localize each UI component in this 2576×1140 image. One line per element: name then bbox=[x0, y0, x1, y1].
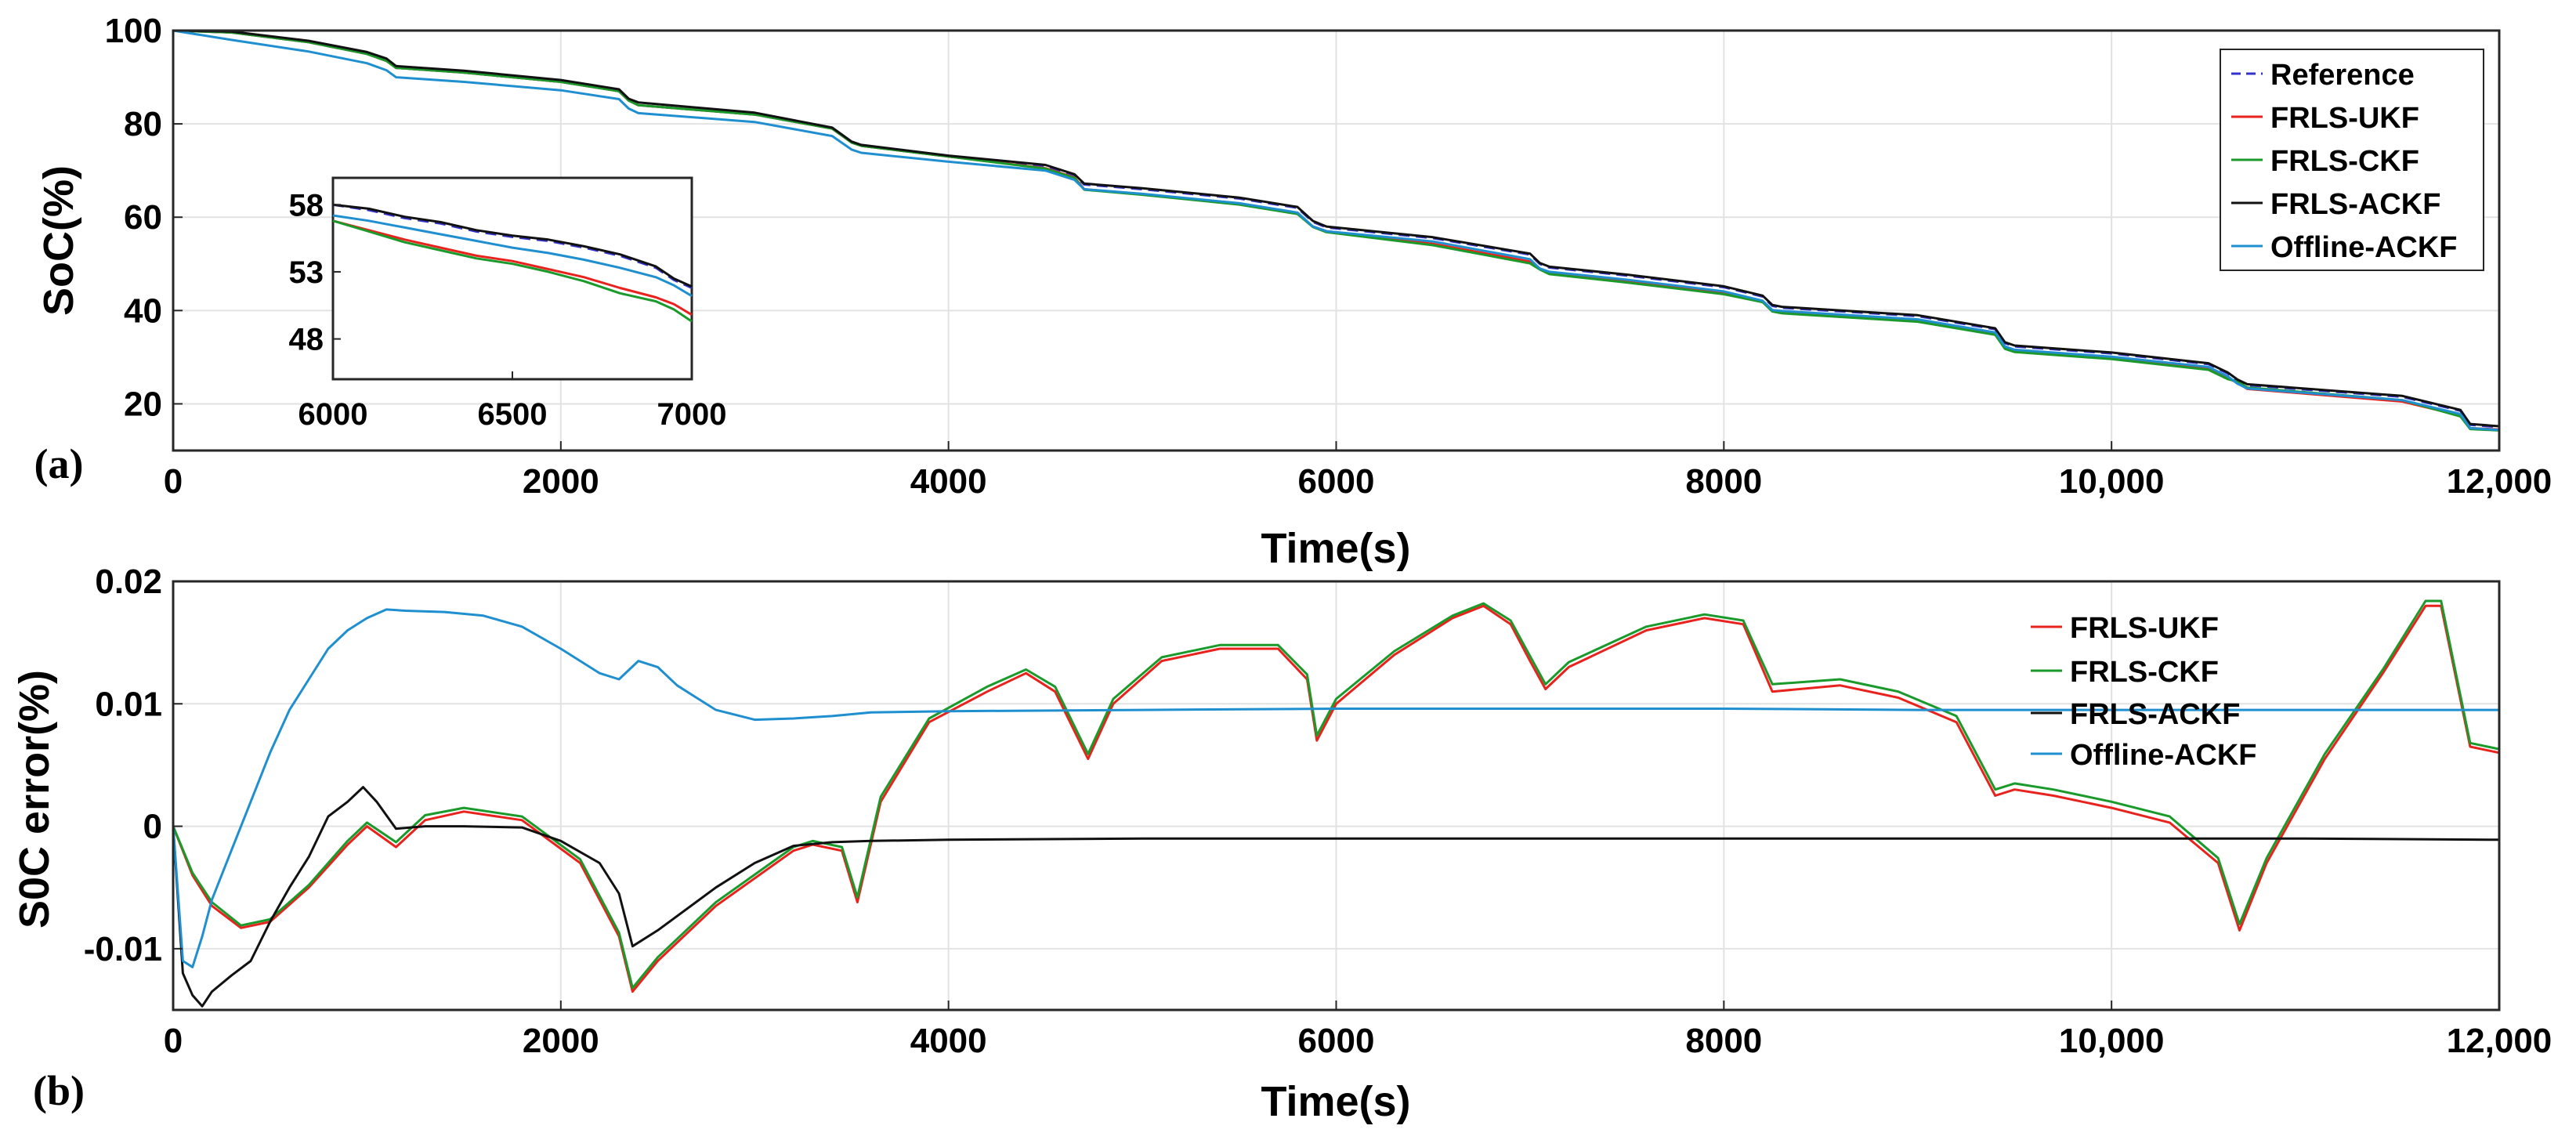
panel-b-y-tick-label-2: 0.01 bbox=[95, 685, 162, 723]
inset-y-tick-label-2: 58 bbox=[289, 188, 324, 223]
panel-b-x-tick-label-2: 4000 bbox=[910, 1022, 987, 1060]
panel-a-x-tick-label-6: 12,000 bbox=[2447, 462, 2552, 501]
panel-b-x-tick-label-1: 2000 bbox=[523, 1022, 599, 1060]
inset-series-frls-ckf bbox=[332, 219, 693, 323]
panel-a-series-offline-ackf bbox=[172, 29, 2500, 432]
panel-a: 0 2000 4000 6000 8000 10,000 12,000 20 40 60 80 100… bbox=[34, 12, 2552, 572]
panel-a-series bbox=[172, 29, 2500, 432]
panel-a-y-tick-label-0: 20 bbox=[124, 385, 162, 423]
inset-frame bbox=[331, 176, 693, 381]
inset-y-tick-label-0: 48 bbox=[289, 323, 324, 357]
panel-b-x-axis-label: Time(s) bbox=[1261, 1078, 1410, 1125]
panel-a-x-axis-label: Time(s) bbox=[1261, 525, 1410, 572]
panel-b-legend: FRLS-UKF FRLS-CKF FRLS-ACKF Offline-ACKF bbox=[2031, 612, 2257, 772]
panel-a-x-tick-label-3: 6000 bbox=[1298, 462, 1375, 501]
legend-b-label-frls-ukf: FRLS-UKF bbox=[2070, 612, 2219, 645]
panel-b-x-tick-label-0: 0 bbox=[164, 1022, 183, 1060]
panel-b-ticks: 0 2000 4000 6000 8000 10,000 12,000 -0.01 0 0.01 0… bbox=[84, 563, 2552, 1060]
inset-series-frls-ukf bbox=[332, 219, 693, 317]
legend-b-label-frls-ckf: FRLS-CKF bbox=[2070, 656, 2219, 689]
panel-a-inset: 6000 6500 7000 48 53 58 bbox=[289, 176, 727, 432]
legend-label-frls-ackf: FRLS-ACKF bbox=[2270, 188, 2440, 221]
panel-b-series-frls-ukf bbox=[172, 604, 2500, 993]
inset-x-tick-label-2: 7000 bbox=[657, 397, 727, 432]
inset-x-tick-label-0: 6000 bbox=[298, 397, 368, 432]
inset-series-frls-ackf bbox=[332, 203, 693, 288]
panel-a-series-frls-ackf bbox=[172, 29, 2500, 428]
panel-b-series-frls-ckf bbox=[172, 599, 2500, 990]
legend-label-reference: Reference bbox=[2270, 59, 2415, 92]
legend-label-offline-ackf: Offline-ACKF bbox=[2270, 231, 2458, 264]
panel-b-y-tick-label-3: 0.02 bbox=[95, 563, 162, 601]
panel-a-legend-box bbox=[2220, 49, 2484, 271]
panel-a-y-tick-label-2: 60 bbox=[124, 198, 162, 237]
panel-a-x-tick-label-5: 10,000 bbox=[2059, 462, 2165, 501]
panel-a-x-tick-label-1: 2000 bbox=[523, 462, 599, 501]
panel-a-y-tick-label-4: 100 bbox=[105, 12, 162, 50]
panel-a-y-tick-label-1: 40 bbox=[124, 291, 162, 330]
panel-b-y-axis-label: S0C error(%) bbox=[11, 670, 58, 928]
inset-series bbox=[332, 203, 693, 323]
panel-a-ticks: 0 2000 4000 6000 8000 10,000 12,000 20 40 60 80 100 bbox=[105, 12, 2552, 501]
panel-b-x-tick-label-6: 12,000 bbox=[2447, 1022, 2552, 1060]
inset-series-offline-ackf bbox=[332, 214, 693, 298]
panel-b-series-frls-ackf bbox=[172, 786, 2500, 1008]
panel-b-y-tick-label-1: 0 bbox=[143, 808, 162, 846]
panel-b-x-tick-label-3: 6000 bbox=[1298, 1022, 1375, 1060]
legend-label-frls-ukf: FRLS-UKF bbox=[2270, 102, 2419, 135]
panel-a-legend: Reference FRLS-UKF FRLS-CKF FRLS-ACKF Of… bbox=[2220, 49, 2484, 271]
panel-a-x-tick-label-0: 0 bbox=[164, 462, 183, 501]
panel-a-x-tick-label-2: 4000 bbox=[910, 462, 987, 501]
inset-ticks: 6000 6500 7000 48 53 58 bbox=[289, 188, 727, 432]
panel-b: 0 2000 4000 6000 8000 10,000 12,000 -0.01 0 0.01 0… bbox=[11, 563, 2552, 1125]
panel-b-series-offline-ackf bbox=[172, 608, 2499, 968]
panel-a-y-axis-label: SoC(%) bbox=[35, 165, 82, 316]
panel-b-label: (b) bbox=[33, 1067, 85, 1114]
legend-label-frls-ckf: FRLS-CKF bbox=[2270, 145, 2419, 178]
panel-a-label: (a) bbox=[34, 440, 84, 487]
panel-b-y-tick-label-0: -0.01 bbox=[84, 930, 162, 968]
panel-b-series bbox=[172, 599, 2500, 1008]
inset-y-tick-label-1: 53 bbox=[289, 255, 324, 290]
panel-b-x-tick-label-5: 10,000 bbox=[2059, 1022, 2165, 1060]
inset-x-tick-label-1: 6500 bbox=[478, 397, 548, 432]
panel-a-y-tick-label-3: 80 bbox=[124, 105, 162, 143]
legend-b-label-frls-ackf: FRLS-ACKF bbox=[2070, 698, 2240, 731]
legend-b-label-offline-ackf: Offline-ACKF bbox=[2070, 739, 2257, 772]
panel-a-x-tick-label-4: 8000 bbox=[1685, 462, 1762, 501]
panel-b-x-tick-label-4: 8000 bbox=[1685, 1022, 1762, 1060]
